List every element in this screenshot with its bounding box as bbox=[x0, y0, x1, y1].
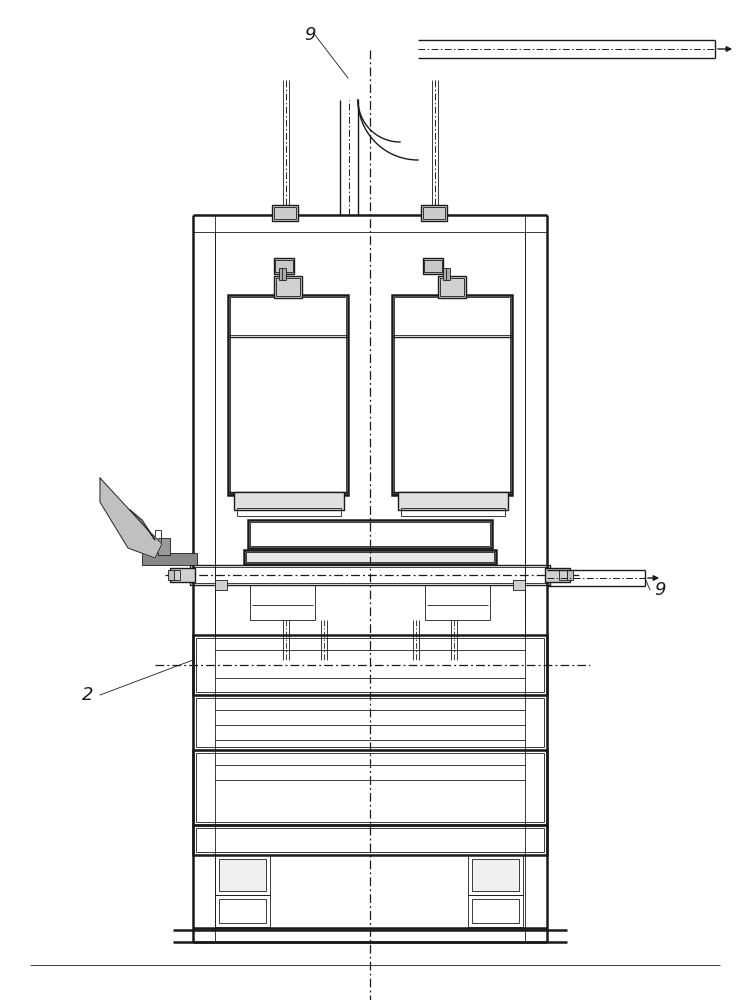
Bar bbox=[219, 859, 266, 891]
Bar bbox=[274, 207, 296, 219]
Bar bbox=[196, 638, 544, 692]
Bar bbox=[468, 855, 523, 895]
Bar bbox=[282, 268, 286, 280]
Bar bbox=[423, 207, 445, 219]
Bar bbox=[401, 508, 505, 516]
Polygon shape bbox=[100, 478, 162, 558]
Bar bbox=[559, 570, 567, 580]
Bar bbox=[234, 492, 344, 510]
Bar bbox=[215, 895, 270, 927]
Bar bbox=[228, 295, 348, 495]
Bar bbox=[215, 580, 227, 590]
Bar bbox=[472, 899, 519, 923]
Bar bbox=[275, 260, 293, 272]
Text: 2: 2 bbox=[82, 686, 94, 704]
Bar bbox=[193, 825, 547, 855]
Bar bbox=[168, 570, 174, 580]
Bar bbox=[392, 295, 512, 495]
Bar bbox=[250, 585, 315, 620]
Bar bbox=[193, 635, 547, 695]
Bar bbox=[155, 530, 161, 542]
Bar bbox=[158, 538, 170, 555]
Bar bbox=[196, 753, 544, 822]
Bar bbox=[394, 297, 510, 493]
Bar bbox=[274, 258, 294, 274]
Bar bbox=[398, 492, 508, 510]
Bar bbox=[230, 297, 346, 493]
Bar bbox=[246, 552, 494, 562]
Bar bbox=[248, 520, 492, 548]
Bar bbox=[219, 899, 266, 923]
Polygon shape bbox=[130, 510, 155, 540]
Bar bbox=[196, 698, 544, 747]
Bar bbox=[279, 268, 283, 280]
Text: 9: 9 bbox=[654, 581, 666, 599]
Bar bbox=[170, 568, 195, 582]
Bar bbox=[250, 522, 490, 546]
Bar bbox=[472, 859, 519, 891]
Bar bbox=[192, 567, 548, 583]
Bar bbox=[272, 205, 298, 221]
Bar bbox=[513, 580, 525, 590]
Bar bbox=[446, 268, 450, 280]
Bar bbox=[567, 570, 573, 580]
Bar bbox=[421, 205, 447, 221]
Bar bbox=[244, 550, 496, 564]
Bar bbox=[172, 570, 180, 580]
Bar bbox=[440, 278, 464, 296]
Bar bbox=[274, 276, 302, 298]
Bar bbox=[190, 565, 550, 585]
Text: 9: 9 bbox=[304, 26, 316, 44]
Bar bbox=[438, 276, 466, 298]
Bar bbox=[276, 278, 300, 296]
Bar bbox=[193, 695, 547, 750]
Bar bbox=[545, 568, 570, 582]
Bar bbox=[425, 585, 490, 620]
Bar bbox=[193, 750, 547, 825]
Bar bbox=[237, 508, 341, 516]
Bar bbox=[424, 260, 442, 272]
Bar bbox=[215, 855, 270, 895]
Bar bbox=[196, 828, 544, 852]
Bar bbox=[423, 258, 443, 274]
Bar bbox=[468, 895, 523, 927]
Bar bbox=[443, 268, 447, 280]
Bar bbox=[142, 553, 197, 565]
